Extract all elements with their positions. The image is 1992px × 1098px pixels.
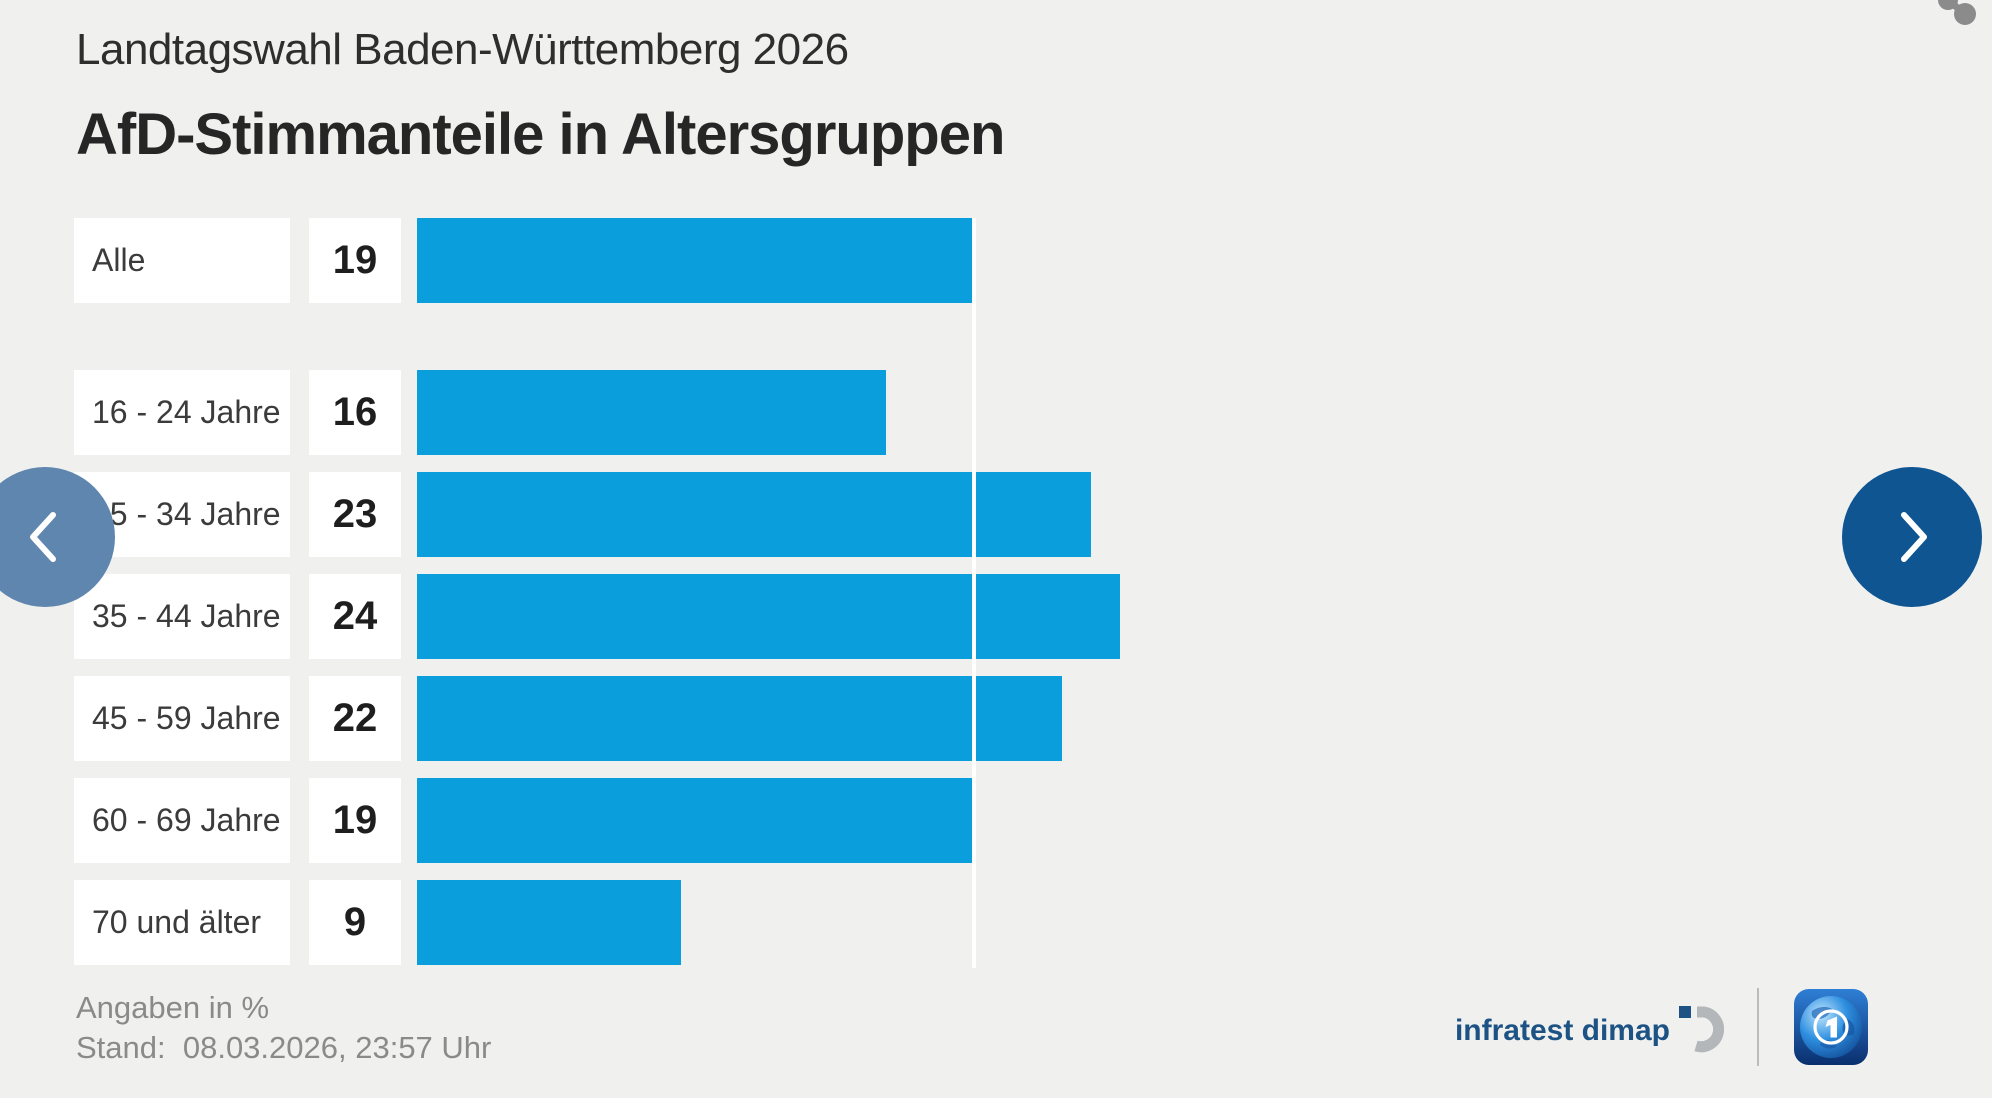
value-label: 16 xyxy=(332,390,378,434)
infratest-dimap-logo xyxy=(1678,1002,1725,1059)
value-label-box: 24 xyxy=(309,574,401,659)
chart-row: 35 - 44 Jahre 24 xyxy=(0,574,1992,659)
value-label: 22 xyxy=(332,696,378,740)
category-label-box: 60 - 69 Jahre xyxy=(74,778,290,863)
value-label-box: 16 xyxy=(309,370,401,455)
prev-button[interactable] xyxy=(0,467,115,607)
value-label-box: 22 xyxy=(309,676,401,761)
value-label: 19 xyxy=(332,798,378,842)
bar xyxy=(417,574,1120,659)
bar xyxy=(417,880,681,965)
bar xyxy=(417,218,974,303)
category-label-box: Alle xyxy=(74,218,290,303)
category-label: 25 - 34 Jahre xyxy=(92,496,281,532)
chart-row: 60 - 69 Jahre 19 xyxy=(0,778,1992,863)
value-label: 23 xyxy=(332,492,378,536)
chart-title: AfD-Stimmanteile in Altersgruppen xyxy=(76,102,1005,167)
value-label: 19 xyxy=(332,238,378,282)
category-label: 60 - 69 Jahre xyxy=(92,802,281,838)
value-label-box: 23 xyxy=(309,472,401,557)
ard-logo xyxy=(1794,989,1868,1070)
value-label: 9 xyxy=(343,900,367,944)
category-label: 45 - 59 Jahre xyxy=(92,700,281,736)
value-label-box: 9 xyxy=(309,880,401,965)
bar xyxy=(417,472,1091,557)
category-label-box: 16 - 24 Jahre xyxy=(74,370,290,455)
chart-row: 25 - 34 Jahre 23 xyxy=(0,472,1992,557)
bar xyxy=(417,370,886,455)
chevron-right-icon xyxy=(1901,512,1927,562)
bar xyxy=(417,778,974,863)
unit-note: Angaben in % xyxy=(76,990,270,1025)
category-label-box: 35 - 44 Jahre xyxy=(74,574,290,659)
value-label-box: 19 xyxy=(309,778,401,863)
value-label-box: 19 xyxy=(309,218,401,303)
category-label: 16 - 24 Jahre xyxy=(92,394,281,430)
category-label: 70 und älter xyxy=(92,904,262,940)
source-label: infratest dimap xyxy=(1454,1014,1670,1047)
chart-kicker: Landtagswahl Baden-Württemberg 2026 xyxy=(76,25,849,74)
category-label-box: 70 und älter xyxy=(74,880,290,965)
category-label: Alle xyxy=(92,242,146,278)
next-button[interactable] xyxy=(1842,467,1982,607)
chart-row: 45 - 59 Jahre 22 xyxy=(0,676,1992,761)
chevron-left-icon xyxy=(30,512,56,562)
divider xyxy=(1757,988,1759,1066)
category-label: 35 - 44 Jahre xyxy=(92,598,281,634)
bar xyxy=(417,676,1062,761)
chart-row: 16 - 24 Jahre 16 xyxy=(0,370,1992,455)
chart-row: 70 und älter 9 xyxy=(0,880,1992,965)
share-icon[interactable] xyxy=(1926,0,1986,28)
reference-line xyxy=(972,218,976,968)
chart-row: Alle 19 xyxy=(0,218,1992,303)
timestamp: Stand: 08.03.2026, 23:57 Uhr xyxy=(76,1030,492,1065)
value-label: 24 xyxy=(332,594,378,638)
category-label-box: 45 - 59 Jahre xyxy=(74,676,290,761)
